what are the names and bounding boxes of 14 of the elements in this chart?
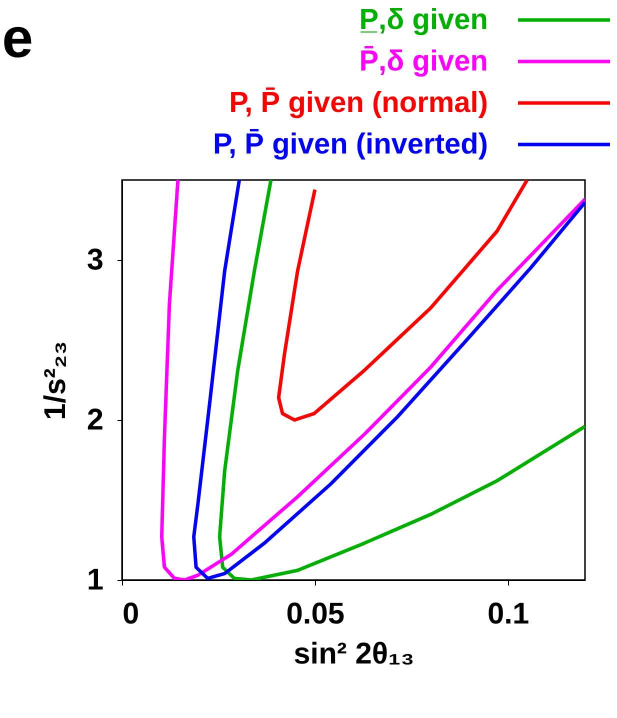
y-axis-title: 1/s²₂₃ <box>38 341 72 420</box>
x-tick-label: 0 <box>122 598 140 630</box>
text: e <box>2 6 34 69</box>
x-axis-title: sin² 2θ₁₃ <box>294 638 414 670</box>
x-tick-label: 0.1 <box>487 598 530 630</box>
legend-label: P, P̄ given (inverted) <box>212 128 488 160</box>
legend-label: P̲,δ given <box>359 4 488 36</box>
x-tick-label: 0.05 <box>286 598 345 630</box>
y-tick-label: 3 <box>86 244 104 276</box>
legend-label: P, P̄ given (normal) <box>229 86 488 119</box>
line-series <box>276 180 529 422</box>
legend-label: P̄,δ given <box>359 45 488 78</box>
y-tick-label: 1 <box>86 564 104 596</box>
y-tick-label: 2 <box>86 404 104 436</box>
